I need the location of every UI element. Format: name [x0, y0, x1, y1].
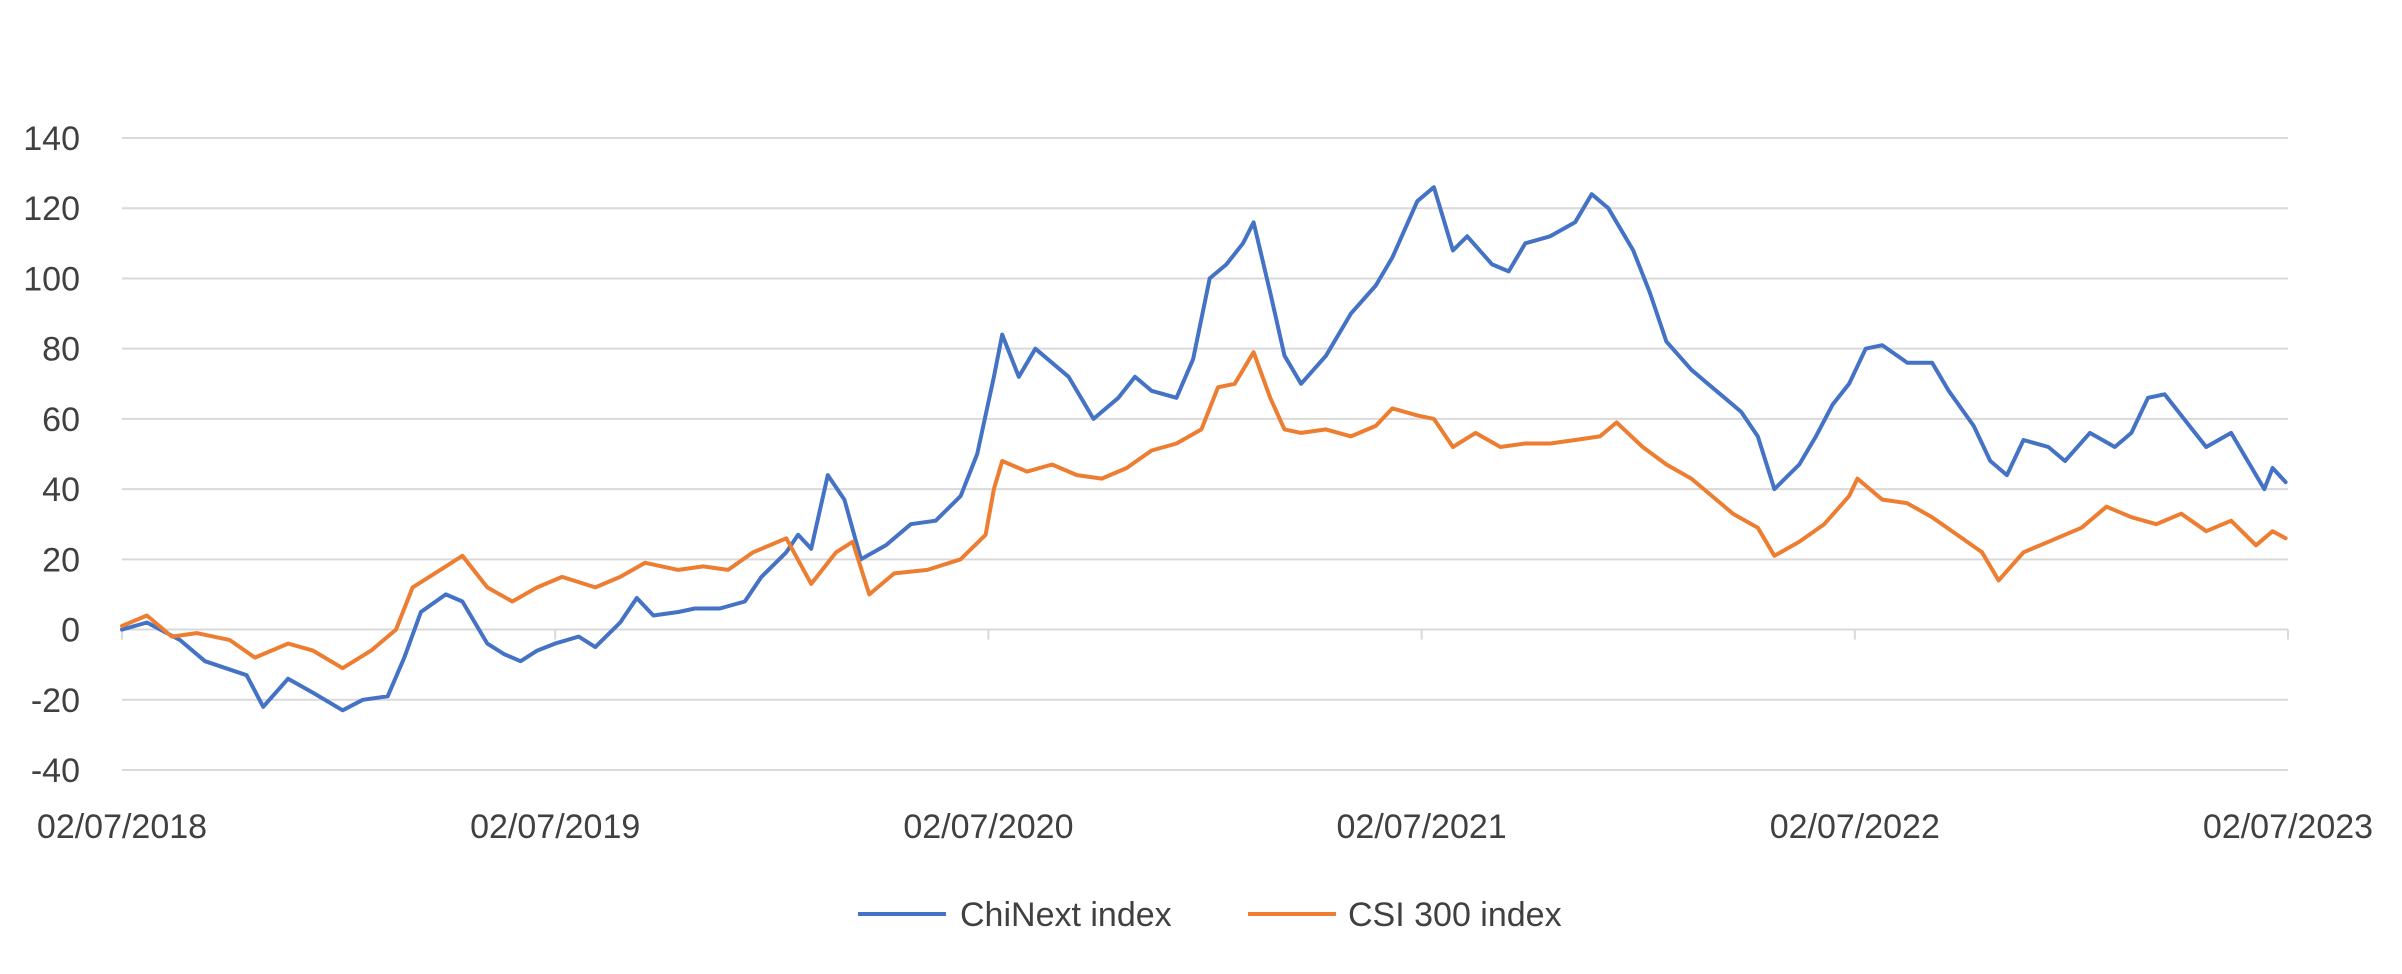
x-tick-label: 02/07/2022 [1770, 808, 1940, 846]
x-tick-label: 02/07/2018 [37, 808, 207, 846]
series-lines [120, 185, 2288, 713]
y-tick-label: 120 [23, 190, 80, 228]
y-tick-label: -20 [31, 682, 80, 720]
x-tick-label: 02/07/2021 [1337, 808, 1507, 846]
y-tick-label: 60 [42, 401, 80, 439]
y-tick-label: -40 [31, 752, 80, 790]
y-tick-label: 80 [42, 331, 80, 369]
y-tick-label: 0 [61, 612, 80, 650]
x-tick-label: 02/07/2020 [903, 808, 1073, 846]
legend-label-csi300: CSI 300 index [1348, 896, 1562, 934]
legend: ChiNext index CSI 300 index [858, 896, 1562, 934]
series-line-chinext [120, 185, 2288, 713]
x-axis: 02/07/2018 02/07/2019 02/07/2020 02/07/2021… [37, 628, 2373, 846]
x-tick-label: 02/07/2023 [2203, 808, 2373, 846]
y-tick-label: 140 [23, 120, 80, 158]
y-tick-label: 20 [42, 541, 80, 579]
y-tick-label: 100 [23, 260, 80, 298]
gridlines [122, 137, 2288, 771]
series-line-csi300 [120, 350, 2288, 671]
x-tick-label: 02/07/2019 [470, 808, 640, 846]
y-axis-ticks: -40 -20 0 20 40 60 80 100 120 140 [23, 120, 80, 790]
y-tick-label: 40 [42, 471, 80, 509]
legend-label-chinext: ChiNext index [960, 896, 1172, 934]
